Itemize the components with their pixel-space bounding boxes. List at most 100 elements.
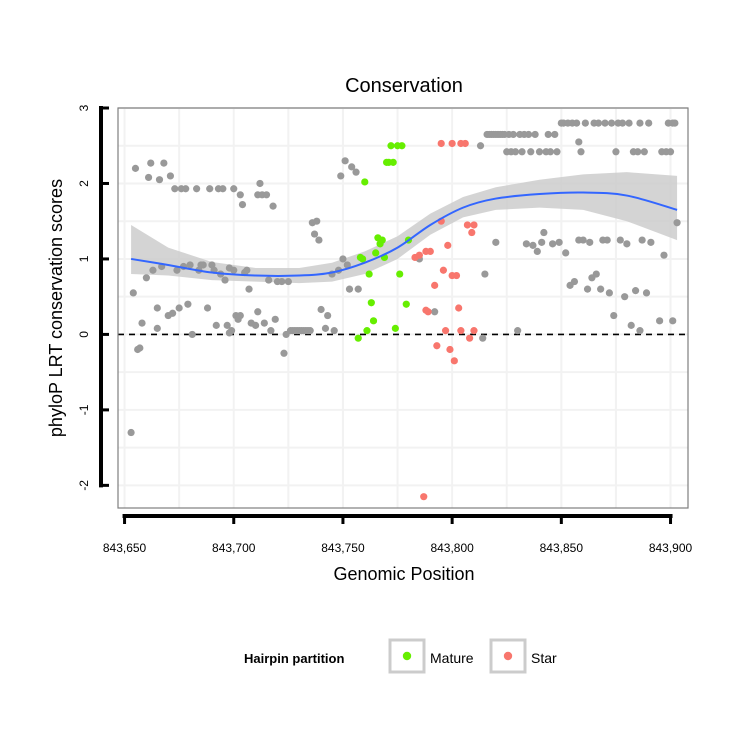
point-star [468,228,476,237]
point-other [548,240,557,248]
legend-label-mature: Mature [430,650,474,666]
point-other [636,327,644,335]
point-mature [365,270,373,278]
point-other [479,334,487,342]
point-other [594,119,603,127]
y-tick-label: -1 [77,404,91,415]
point-other [173,266,181,274]
point-other [511,148,520,156]
point-other [625,119,633,127]
point-other [193,185,201,193]
point-other [306,327,314,335]
point-other [256,179,264,188]
point-star [461,139,469,148]
point-other [321,324,330,332]
point-other [221,276,229,284]
point-other [551,130,559,139]
point-other [544,130,552,139]
point-other [522,240,530,248]
point-other [171,185,179,193]
point-other [127,428,135,437]
point-other [271,315,279,323]
point-mature [378,236,386,244]
point-star [470,221,478,229]
point-other [260,319,268,327]
point-other [575,138,583,146]
point-other [476,142,485,150]
point-mature [402,300,410,308]
point-other [645,119,653,127]
point-other [175,304,183,312]
point-other [310,230,319,238]
point-other [186,261,194,269]
point-other [131,164,140,172]
point-other [529,241,537,249]
point-other [262,191,271,199]
y-tick-label: 3 [77,104,91,111]
point-other [631,287,640,295]
point-other [147,159,155,167]
point-other [245,285,253,293]
point-other [666,148,675,156]
point-other [168,309,177,317]
point-other [610,311,618,320]
point-other [343,261,351,269]
point-other [592,270,600,278]
point-other [531,130,539,139]
x-tick-label: 843,750 [321,541,365,555]
point-other [227,327,236,335]
point-other [607,119,616,127]
point-other [315,236,323,244]
point-mature [363,327,371,335]
y-tick-label: -2 [77,480,91,491]
point-other [509,130,517,139]
point-other [647,238,655,246]
point-other [230,185,238,193]
point-star [415,251,423,259]
point-other [188,330,196,339]
point-other [524,130,533,139]
point-star [437,139,445,148]
point-other [627,321,635,329]
x-axis-label: Genomic Position [333,564,474,584]
y-tick-label: 2 [77,180,91,187]
smooth-line [130,191,678,277]
point-mature [387,142,395,150]
point-other [352,168,360,176]
point-other [203,304,212,312]
x-tick-label: 843,700 [212,541,256,555]
y-axis-label: phyloP LRT conservation scores [46,179,66,437]
point-other [579,236,587,244]
point-star [420,493,428,501]
point-other [254,308,262,316]
point-other [660,251,668,259]
point-other [642,289,651,297]
point-other [236,191,244,199]
point-other [348,163,356,171]
point-other [219,185,227,193]
point-other [481,270,489,278]
point-other [514,327,522,335]
grid [118,107,688,508]
point-other [317,305,325,314]
point-other [138,319,146,327]
point-other [573,119,581,127]
point-other [243,266,251,274]
legend: Hairpin partition Mature Star [244,638,557,674]
point-other [577,148,585,156]
point-other [518,148,526,156]
point-other [555,238,563,246]
point-other [236,311,244,320]
point-mature [389,158,397,166]
point-other [345,285,354,293]
legend-marker-mature [402,651,412,661]
point-mature [398,142,406,150]
point-other [339,255,347,263]
y-tick-label: 1 [77,255,91,262]
point-star [444,241,452,249]
point-other [616,236,624,244]
point-other [278,277,286,286]
point-mature [361,178,369,186]
legend-title: Hairpin partition [244,651,344,666]
